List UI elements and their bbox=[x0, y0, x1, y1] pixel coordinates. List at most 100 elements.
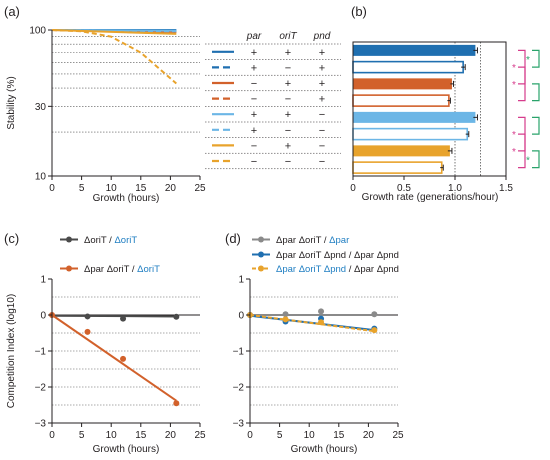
table-cell: + bbox=[285, 47, 291, 59]
stability-chart: 0 5 10 15 20 25 10 30 100 Growth (hours) Stabil… bbox=[6, 26, 206, 205]
data-point bbox=[173, 400, 180, 407]
data-point bbox=[84, 328, 91, 335]
table-cell: + bbox=[251, 109, 257, 121]
significance-mark: * bbox=[526, 55, 530, 66]
table-cell: + bbox=[319, 94, 325, 106]
table-cell: − bbox=[285, 94, 291, 106]
significance-bracket bbox=[518, 66, 526, 102]
x-tick-label: 25 bbox=[194, 183, 206, 194]
legend-label-denominator: ΔoriT bbox=[114, 235, 137, 246]
x-tick-label: 0.5 bbox=[397, 183, 411, 194]
data-point bbox=[371, 311, 378, 318]
table-cell: + bbox=[285, 78, 291, 90]
table-header-pnd: pnd bbox=[313, 31, 331, 42]
y-tick-label: −1 bbox=[35, 347, 47, 358]
bar bbox=[353, 145, 450, 157]
x-tick-label: 25 bbox=[392, 430, 404, 441]
bar bbox=[353, 78, 452, 90]
table-cell: − bbox=[319, 109, 325, 121]
bar bbox=[353, 111, 476, 123]
table-header-par: par bbox=[246, 31, 262, 42]
significance-bracket bbox=[532, 83, 540, 102]
table-cell: + bbox=[251, 47, 257, 59]
data-point bbox=[371, 327, 378, 334]
significance-mark: * bbox=[512, 130, 516, 141]
x-tick-label: 0 bbox=[49, 183, 55, 194]
fit-line bbox=[51, 314, 177, 402]
data-point bbox=[282, 311, 289, 318]
data-point bbox=[173, 313, 180, 320]
x-tick-label: 1.5 bbox=[499, 183, 513, 194]
y-tick-label: 1 bbox=[40, 275, 46, 286]
legend-marker bbox=[258, 251, 264, 258]
legend-label-numerator: Δpar ΔoriT Δpnd / Δpar Δpnd bbox=[276, 250, 399, 261]
x-tick-label: 0 bbox=[350, 183, 356, 194]
legend-label: Δpar ΔoriT Δpnd / Δpar Δpnd bbox=[276, 250, 399, 261]
significance-bracket bbox=[532, 150, 540, 169]
significance-mark: * bbox=[526, 155, 530, 166]
table-cell: + bbox=[319, 78, 325, 90]
legend-marker bbox=[258, 265, 264, 272]
fit-line bbox=[249, 314, 375, 333]
data-point bbox=[120, 355, 127, 362]
table-cell: − bbox=[285, 125, 291, 137]
table-cell: − bbox=[319, 125, 325, 137]
x-axis-label: Growth (hours) bbox=[291, 444, 358, 455]
bar bbox=[353, 44, 476, 56]
panel-label-d: (d) bbox=[225, 231, 241, 246]
x-axis-label: Growth rate (generations/hour) bbox=[362, 192, 499, 203]
x-tick-label: 20 bbox=[363, 430, 375, 441]
y-tick-label: −3 bbox=[233, 419, 245, 430]
data-point bbox=[282, 316, 289, 323]
x-axis-label: Growth (hours) bbox=[93, 444, 160, 455]
table-cell: − bbox=[251, 94, 257, 106]
table-cell: − bbox=[319, 156, 325, 168]
x-tick-label: 10 bbox=[106, 430, 118, 441]
growth-rate-chart: 0 0.5 1.0 1.5 * * * * * * Growth rate (generatio… bbox=[350, 41, 540, 203]
legend-label-denominator: Δpar bbox=[329, 235, 349, 246]
x-tick-label: 20 bbox=[165, 430, 177, 441]
y-tick-label: −1 bbox=[233, 347, 245, 358]
table-cell: − bbox=[251, 140, 257, 152]
table-header-oriT: oriT bbox=[279, 31, 297, 42]
bar bbox=[352, 127, 469, 141]
bar bbox=[352, 161, 443, 174]
data-point bbox=[120, 315, 127, 322]
x-tick-label: 25 bbox=[194, 430, 206, 441]
x-tick-label: 5 bbox=[277, 430, 283, 441]
table-cell: − bbox=[251, 156, 257, 168]
panel-label-b: (b) bbox=[351, 4, 367, 19]
y-tick-label: 1 bbox=[238, 275, 244, 286]
panel-label-a: (a) bbox=[4, 4, 20, 19]
table-cell: + bbox=[319, 62, 325, 74]
legend-marker bbox=[66, 265, 72, 272]
series-line bbox=[51, 29, 177, 85]
x-tick-label: 5 bbox=[79, 183, 85, 194]
x-tick-label: 15 bbox=[135, 430, 147, 441]
x-tick-label: 15 bbox=[135, 183, 147, 194]
legend-label: Δpar ΔoriT Δpnd / Δpar Δpnd bbox=[276, 264, 399, 275]
data-point bbox=[318, 308, 325, 315]
competition-chart-d: 0 5 10 15 20 25 10−1−2−3 Growth (hours) Δpar … bbox=[233, 235, 404, 455]
table-cell: − bbox=[319, 140, 325, 152]
legend-label: Δpar ΔoriT / Δpar bbox=[276, 235, 349, 246]
legend-label-denominator: Δpar ΔoriT Δpnd bbox=[276, 264, 346, 275]
significance-bracket bbox=[532, 49, 540, 68]
panel-label-c: (c) bbox=[4, 231, 19, 246]
y-tick-label: −2 bbox=[35, 383, 47, 394]
significance-bracket bbox=[532, 116, 540, 135]
x-tick-label: 5 bbox=[79, 430, 85, 441]
y-tick-label: −3 bbox=[35, 419, 47, 430]
plot-frame bbox=[352, 41, 507, 177]
y-tick-label: −2 bbox=[233, 383, 245, 394]
table-cell: + bbox=[251, 62, 257, 74]
legend-label-numerator: Δpar ΔoriT / bbox=[84, 264, 137, 275]
table-cell: − bbox=[285, 62, 291, 74]
table-cell: − bbox=[285, 156, 291, 168]
bar bbox=[352, 60, 464, 74]
y-tick-label: 30 bbox=[35, 102, 47, 113]
genotype-table: par oriT pnd + + + + − + − + + − − + + + − + − − − + − − − − bbox=[205, 31, 341, 170]
legend-label: ΔoriT / ΔoriT bbox=[84, 235, 137, 246]
significance-mark: * bbox=[512, 63, 516, 74]
y-axis-label: Stability (%) bbox=[6, 76, 17, 129]
